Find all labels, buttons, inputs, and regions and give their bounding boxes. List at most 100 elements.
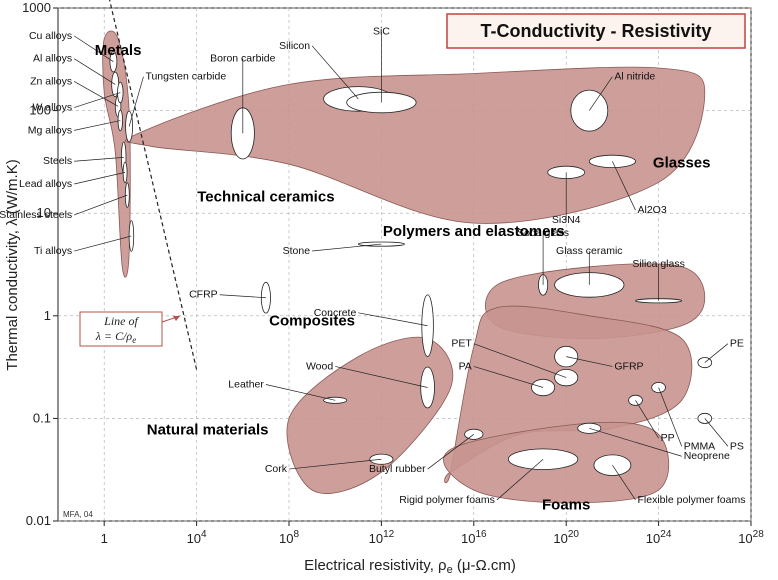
x-tick-label-1: 104	[187, 529, 207, 546]
leader-lead-alloys	[74, 172, 126, 185]
leader-concrete	[358, 312, 428, 327]
line-note-text-2: λ = C/ρe	[95, 329, 136, 345]
leader-pp	[635, 400, 659, 439]
label-butyl-rubber: Butyl rubber	[369, 463, 426, 475]
bubble-lead-alloys	[122, 161, 128, 184]
label-cfrp: CFRP	[189, 289, 218, 301]
label-silica-glass: Silica glass	[632, 258, 685, 270]
label-boron-carbide: Boron carbide	[210, 53, 276, 65]
y-tick-label-0: 0.01	[26, 513, 51, 528]
x-axis-label: Electrical resistivity, ρe (μ-Ω.cm)	[304, 557, 516, 576]
label-soda-glass: Soda glass	[517, 227, 569, 239]
label-zn-alloys: Zn alloys	[30, 75, 72, 87]
label-leather: Leather	[228, 379, 264, 391]
x-axis-ticks: 1 104 108 1012 1016 1020 1024 1028	[101, 521, 764, 546]
bubble-pmma	[651, 381, 666, 393]
x-axis-label-units: (μ-Ω.cm)	[453, 557, 516, 574]
label-al-nitride: Al nitride	[614, 71, 655, 83]
label-silicon: Silicon	[279, 40, 310, 52]
material-labels: Cu alloys Al alloys Zn alloys W alloys Mg al…	[0, 26, 745, 506]
x-tick-label-2: 108	[279, 529, 299, 546]
label-pa: PA	[459, 360, 472, 372]
bubble-tungsten-carbide	[125, 110, 134, 143]
leader-cfrp	[219, 294, 266, 299]
leader-cu-alloys	[73, 35, 114, 62]
bubble-pp	[628, 394, 643, 406]
x-tick-label-3: 1012	[369, 529, 395, 546]
bubble-cork	[369, 453, 394, 465]
x-tick-label-7: 1028	[738, 529, 764, 546]
leader-neoprene	[589, 428, 682, 457]
envelope-natural-materials	[286, 336, 454, 494]
leader-w-alloys	[74, 92, 121, 108]
label-gfrp: GFRP	[614, 360, 643, 372]
leader-rigid-polymer-foams	[496, 458, 544, 501]
material-bubbles	[109, 50, 713, 476]
y-tick-label-4: 100	[29, 103, 51, 118]
label-steels: Steels	[43, 155, 72, 167]
label-stone: Stone	[283, 245, 311, 257]
group-labels: Metals Technical ceramics Glasses Polymers …	[95, 42, 711, 514]
label-si3n4: Si3N4	[552, 214, 581, 226]
label-al-alloys: Al alloys	[33, 53, 72, 65]
bubble-al-nitride	[570, 89, 609, 132]
y-axis-ticks: 0.01 0.1 1 10 100 1000	[22, 0, 58, 528]
y-tick-label-3: 10	[37, 205, 51, 220]
label-flexible-polymer-foams: Flexible polymer foams	[638, 494, 746, 506]
x-tick-label-4: 1016	[461, 529, 487, 546]
group-label-foams: Foams	[542, 496, 590, 513]
x-tick-label-6: 1024	[646, 529, 672, 546]
label-w-alloys: W alloys	[32, 102, 72, 114]
leader-pe	[704, 343, 729, 363]
label-pet: PET	[451, 338, 472, 350]
group-label-technical-ceramics: Technical ceramics	[197, 189, 334, 206]
envelope-technical-ceramics	[124, 66, 706, 224]
label-tungsten-carbide: Tungsten carbide	[145, 71, 226, 83]
title-frame	[446, 13, 746, 49]
label-glass-ceramic: Glass ceramic	[556, 245, 623, 257]
label-concrete: Concrete	[314, 307, 357, 319]
line-note-subscript: e	[132, 335, 136, 345]
x-tick-label-0: 1	[101, 531, 108, 546]
y-tick-label-2: 1	[44, 308, 51, 323]
leader-steels	[74, 157, 124, 162]
bubble-stainless-steels	[124, 182, 130, 208]
x-axis-label-main: Electrical resistivity, ρ	[304, 557, 446, 574]
leader-ps	[704, 418, 729, 447]
label-al2o3: Al2O3	[638, 204, 667, 216]
leader-al-nitride	[589, 76, 613, 111]
leader-silicon	[311, 45, 359, 100]
credit-text: MFA, 04	[63, 510, 93, 519]
label-neoprene: Neoprene	[684, 450, 730, 462]
leader-al2o3	[612, 161, 636, 211]
label-lead-alloys: Lead alloys	[19, 178, 72, 190]
line-note-text-1: Line of	[103, 314, 139, 328]
leader-pmma	[658, 387, 683, 447]
chart-title: T-Conductivity - Resistivity	[480, 21, 711, 41]
x-tick-label-5: 1020	[553, 529, 579, 546]
leader-stone	[312, 243, 382, 252]
group-envelopes	[102, 30, 706, 504]
y-tick-label-5: 1000	[22, 0, 51, 15]
leader-ti-alloys	[74, 235, 132, 252]
bubble-rigid-polymer-foams	[507, 448, 579, 470]
label-wood: Wood	[306, 360, 333, 372]
line-note-formula: λ = C/ρ	[95, 329, 133, 343]
label-sic: SiC	[373, 26, 390, 38]
leader-stainless-steels	[74, 194, 128, 216]
group-label-glasses: Glasses	[653, 154, 711, 171]
label-pe: PE	[730, 338, 744, 350]
leader-mg-alloys	[74, 120, 121, 131]
leader-tungsten-carbide	[128, 76, 144, 127]
group-label-metals: Metals	[95, 42, 142, 59]
label-stainless-steels: Stainless steels	[0, 209, 72, 221]
leader-pa	[473, 366, 544, 388]
line-note-frame	[79, 311, 163, 347]
label-rigid-polymer-foams: Rigid polymer foams	[399, 494, 495, 506]
line-note-box: Line of λ = C/ρe	[79, 311, 181, 347]
group-label-polymers-and-elastomers: Polymers and elastomers	[383, 223, 565, 240]
group-label-composites: Composites	[269, 313, 355, 330]
bubble-neoprene	[577, 422, 602, 434]
leader-butyl-rubber	[427, 434, 475, 470]
